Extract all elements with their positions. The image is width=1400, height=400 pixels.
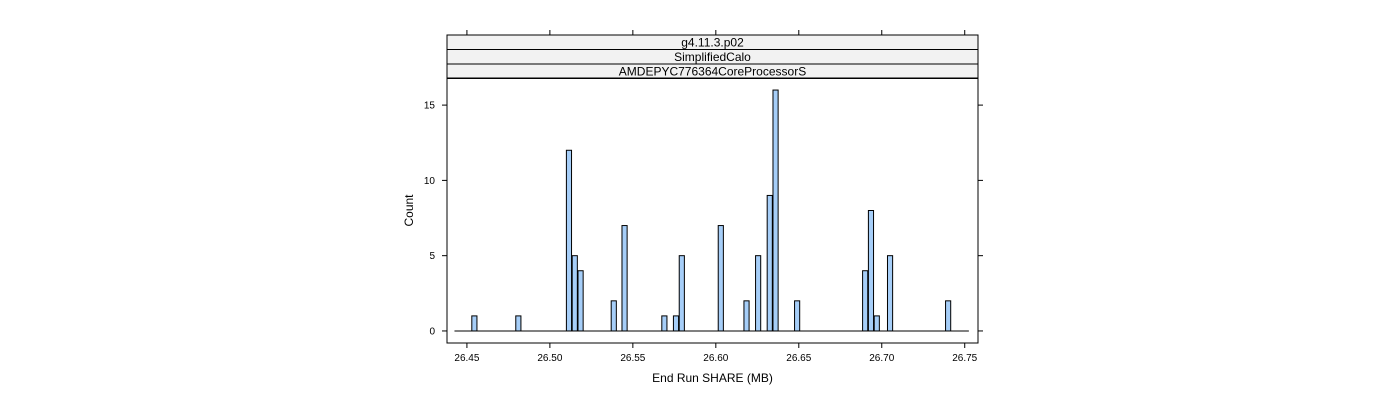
y-tick-label: 10 [424,176,436,187]
y-tick-label: 5 [429,251,435,262]
x-tick-label: 26.65 [786,353,811,364]
histogram-bar [772,89,779,332]
y-axis-label: Count [402,194,416,227]
x-tick-label: 26.60 [703,353,728,364]
x-tick-label: 26.70 [869,353,894,364]
histogram-bar [945,300,952,332]
histogram-bar [565,149,573,332]
histogram-bar [621,225,628,332]
strip-headers: g4.11.3.p02SimplifiedCaloAMDEPYC776364Co… [446,34,979,79]
y-tick-label: 15 [424,101,436,112]
histogram-bar [873,315,880,332]
histogram-bar [471,315,478,332]
x-axis-label: End Run SHARE (MB) [652,371,773,385]
histogram-bar [661,315,668,332]
histogram-bar [577,270,584,332]
x-tick-label: 26.45 [454,353,479,364]
strip-label: g4.11.3.p02 [681,36,744,50]
histogram-bar [672,315,680,332]
axis-ticks: 26.45 26.50 26.55 26.60 26.65 26.70 26.75 0 5 10 1… [424,30,983,364]
histogram-bar [515,315,522,332]
histogram-bar [867,210,875,332]
histogram-bar [755,255,762,332]
histogram-bar [794,300,801,332]
histogram-bar [886,255,894,332]
histogram-bar [743,300,750,332]
x-tick-label: 26.50 [537,353,562,364]
histogram-bar [862,270,869,332]
strip-label: AMDEPYC776364CoreProcessorS [619,65,806,79]
y-tick-label: 0 [429,326,435,337]
histogram-bar [678,255,685,332]
histogram-bar [610,300,617,332]
histogram-bar [571,255,578,332]
histogram-bar [766,194,773,332]
histogram-bars [454,89,969,332]
x-tick-label: 26.55 [620,353,645,364]
strip-label: SimplifiedCalo [674,50,751,64]
x-tick-label: 26.75 [952,353,977,364]
plot-panel [446,77,979,344]
histogram-bar [717,225,724,332]
